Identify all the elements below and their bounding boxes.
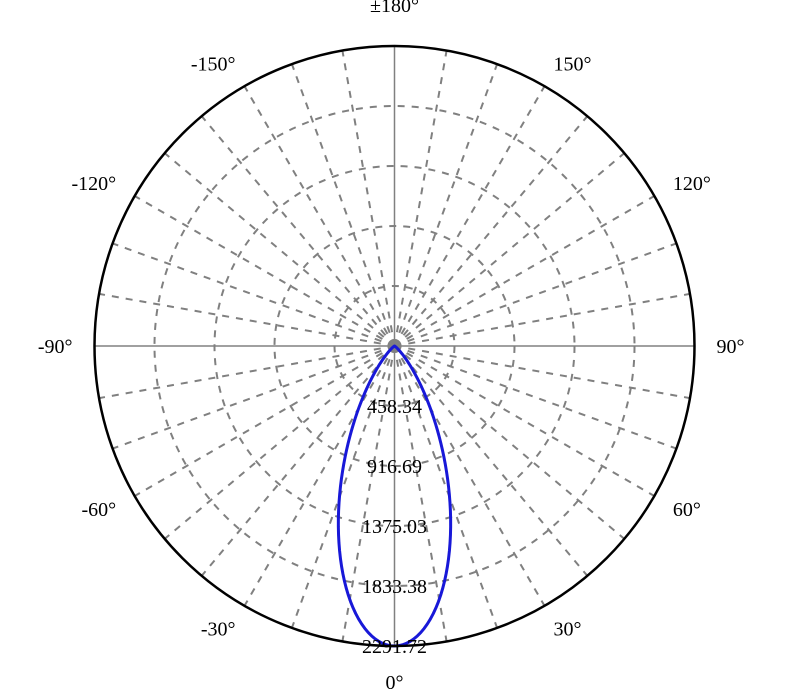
angle-label: 0° [386, 672, 404, 694]
radial-label: 2291.72 [362, 636, 427, 658]
angle-label: -120° [72, 173, 117, 195]
grid-spoke [99, 346, 394, 398]
grid-spoke [395, 64, 498, 346]
angle-label: -150° [191, 54, 236, 76]
grid-spoke [395, 294, 690, 346]
radial-label: 916.69 [367, 456, 422, 478]
grid-spoke [395, 243, 677, 346]
grid-spoke [113, 243, 395, 346]
angle-label: -30° [201, 618, 236, 640]
angle-label: -60° [82, 499, 117, 521]
angle-label: 60° [673, 499, 701, 521]
radial-label: 1833.38 [362, 576, 427, 598]
grid-spoke [292, 64, 395, 346]
grid-spoke [342, 51, 394, 346]
radial-label: 1375.03 [362, 516, 427, 538]
grid-spoke [395, 51, 447, 346]
grid-spoke [395, 346, 690, 398]
angle-label: 90° [717, 336, 745, 358]
angle-label: 120° [673, 173, 711, 195]
angle-label: -90° [38, 336, 73, 358]
angle-label: ±180° [370, 0, 419, 17]
radial-label: 458.34 [367, 396, 422, 418]
polar-svg: 0° 30° 60° 90° 120° 150° ±180° -150° -120° -90° -6… [0, 0, 789, 700]
angle-label: 150° [554, 54, 592, 76]
grid-spoke [99, 294, 394, 346]
polar-chart: 0° 30° 60° 90° 120° 150° ±180° -150° -120° -90° -6… [0, 0, 789, 700]
angle-label: 30° [554, 618, 582, 640]
